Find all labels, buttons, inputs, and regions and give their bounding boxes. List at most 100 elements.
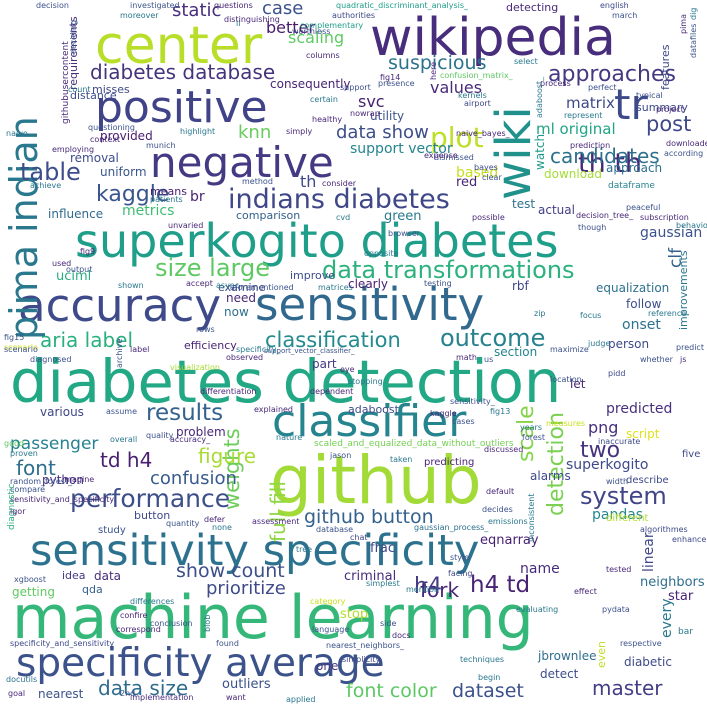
word-inaccurate: inaccurate bbox=[598, 437, 641, 446]
word-none: none bbox=[212, 523, 232, 532]
word-pima: pima bbox=[679, 14, 688, 34]
word-data-transformations: data transformations bbox=[322, 256, 575, 284]
word-distance: distance bbox=[70, 89, 117, 102]
word-github-button: github button bbox=[304, 506, 434, 528]
word-evaluating: evaluating bbox=[516, 605, 559, 614]
word-test: test bbox=[512, 197, 536, 211]
word-measures: measures bbox=[546, 419, 586, 428]
word-neighbors: neighbors bbox=[640, 575, 705, 590]
word-confusion: confusion bbox=[150, 468, 237, 489]
word-highlight: highlight bbox=[180, 127, 216, 136]
word-random-forest: random_forest_ bbox=[10, 477, 73, 486]
word-process: process bbox=[540, 79, 571, 88]
word-consider: consider bbox=[322, 179, 357, 188]
word-table: table bbox=[20, 158, 81, 186]
word-sensitivity-specificity: sensitivity specificity bbox=[30, 526, 480, 576]
word-plot: plot bbox=[430, 121, 484, 154]
word-th-th: th th bbox=[578, 148, 642, 179]
word-chat: chat bbox=[350, 533, 368, 542]
word-proven: proven bbox=[10, 449, 38, 458]
word-even: even bbox=[595, 640, 608, 668]
word-improvements: improvements bbox=[677, 250, 690, 330]
word-idea: idea bbox=[62, 569, 86, 582]
word-matrices: matrices bbox=[318, 283, 353, 292]
word-judge: judge bbox=[588, 339, 611, 348]
word-uciml: uciml bbox=[56, 269, 92, 284]
word-compare: compare bbox=[10, 485, 46, 494]
word-h4: h4 bbox=[414, 574, 442, 599]
word-th: th bbox=[300, 172, 317, 191]
word-based: based bbox=[456, 165, 499, 181]
word-presence: presence bbox=[378, 79, 415, 88]
word-default: default bbox=[486, 487, 515, 496]
word-js: js bbox=[680, 355, 687, 364]
word-correspond: correspond bbox=[116, 625, 161, 634]
word-behavior: behavior bbox=[676, 221, 707, 230]
word-now: now bbox=[224, 305, 249, 319]
word-watch: watch bbox=[533, 133, 547, 170]
word-deciding: deciding bbox=[69, 19, 78, 54]
word-observed: observed bbox=[226, 353, 264, 362]
word-section: section bbox=[494, 345, 538, 359]
word-classification: classification bbox=[265, 328, 401, 352]
word-script: script bbox=[626, 427, 660, 441]
word-show-count: show count bbox=[176, 560, 285, 582]
word-fig14: fig14 bbox=[380, 73, 401, 82]
word-problem: problem bbox=[176, 425, 226, 439]
word-suspicious: suspicious bbox=[388, 52, 487, 74]
word-shown: shown bbox=[118, 281, 144, 290]
word-superkogito: superkogito bbox=[566, 457, 649, 473]
word-begin: begin bbox=[478, 673, 501, 682]
word-fig15: fig15 bbox=[4, 333, 25, 342]
word-gaussian-process: gaussian_process_ bbox=[414, 523, 489, 532]
word-matrix: matrix bbox=[566, 94, 615, 112]
word-dig: dig bbox=[689, 7, 698, 20]
word-metrics: metrics bbox=[122, 203, 175, 219]
word-removal: removal bbox=[70, 151, 119, 165]
word-employing: employing bbox=[52, 145, 95, 154]
word-classifier: classifier bbox=[272, 396, 467, 447]
word-questions: questions bbox=[214, 1, 253, 10]
word-diagnosed: diagnosed bbox=[30, 355, 72, 364]
word-adaboost-underscore: adaboost_ bbox=[535, 76, 544, 118]
word-munich: munich bbox=[146, 141, 176, 150]
word-overall: overall bbox=[110, 435, 138, 444]
word-algorithmes: algorithmes bbox=[640, 525, 688, 534]
word-svc: svc bbox=[358, 92, 385, 111]
word-unvaried: unvaried bbox=[168, 221, 204, 230]
word-discussed: discussed bbox=[484, 445, 524, 454]
word-star: star bbox=[668, 589, 694, 604]
word-predicting: predicting bbox=[424, 457, 475, 468]
word-nearest: nearest bbox=[38, 687, 84, 701]
word-data-size: data size bbox=[98, 676, 189, 700]
word-side: side bbox=[380, 619, 397, 628]
word-project: project bbox=[656, 105, 684, 114]
word-enhance: enhance bbox=[672, 535, 707, 544]
word-accuracy: accuracy bbox=[18, 279, 222, 332]
word-rows: rows bbox=[196, 325, 215, 334]
word-kaggle-2: kaggle bbox=[430, 409, 457, 418]
word-green: green bbox=[384, 209, 422, 224]
word-stop: stop bbox=[340, 607, 369, 622]
word-positive: positive bbox=[95, 82, 268, 133]
word-values: values bbox=[430, 78, 483, 97]
word-columns: columns bbox=[306, 51, 340, 60]
word-tested: tested bbox=[606, 565, 632, 574]
word-alarms: alarms bbox=[530, 469, 571, 483]
word-static: static bbox=[172, 0, 222, 21]
word-improve: improve bbox=[290, 269, 336, 282]
word-indians-diabetes: indians diabetes bbox=[228, 184, 450, 215]
word-download: download bbox=[544, 167, 603, 181]
word-eye: eye bbox=[340, 365, 355, 374]
word-simply: simply bbox=[286, 127, 313, 136]
word-differences: differences bbox=[130, 597, 175, 606]
word-linear: linear bbox=[641, 532, 657, 572]
word-approach: approach bbox=[606, 161, 663, 175]
word-context: context bbox=[90, 135, 121, 144]
word-pandas: pandas bbox=[592, 507, 644, 523]
word-negative: negative bbox=[150, 138, 334, 187]
word-fig9: fig9 bbox=[80, 247, 96, 256]
word-language: language bbox=[312, 625, 350, 634]
word-certain: certain bbox=[310, 95, 338, 104]
